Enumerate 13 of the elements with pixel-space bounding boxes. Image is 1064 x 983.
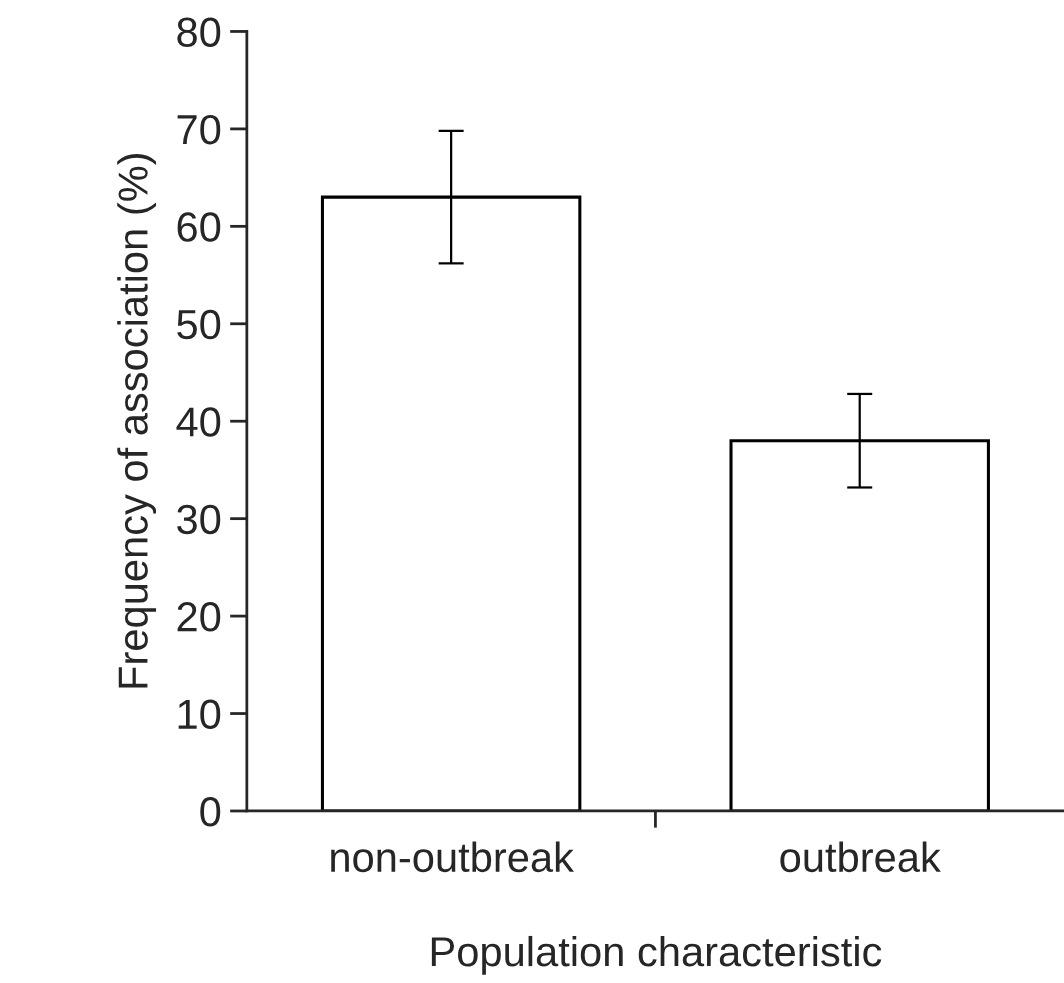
y-tick-label: 40: [176, 407, 221, 437]
x-axis-title: Population characteristic: [431, 935, 882, 975]
y-tick-label: 0: [200, 796, 221, 827]
y-axis-title: Frequency of association (%): [117, 153, 157, 688]
y-tick-label: 20: [177, 602, 221, 632]
y-tick-label: 60: [177, 212, 221, 242]
y-tick-label: 70: [177, 114, 221, 145]
x-tick-label: non-outbreak: [331, 841, 574, 873]
x-tick-label: outbreak: [780, 841, 941, 873]
y-tick-label: 10: [178, 699, 221, 730]
y-tick-label: 30: [177, 504, 221, 535]
y-tick-label: 80: [177, 17, 221, 47]
y-tick-label: 50: [177, 309, 221, 340]
